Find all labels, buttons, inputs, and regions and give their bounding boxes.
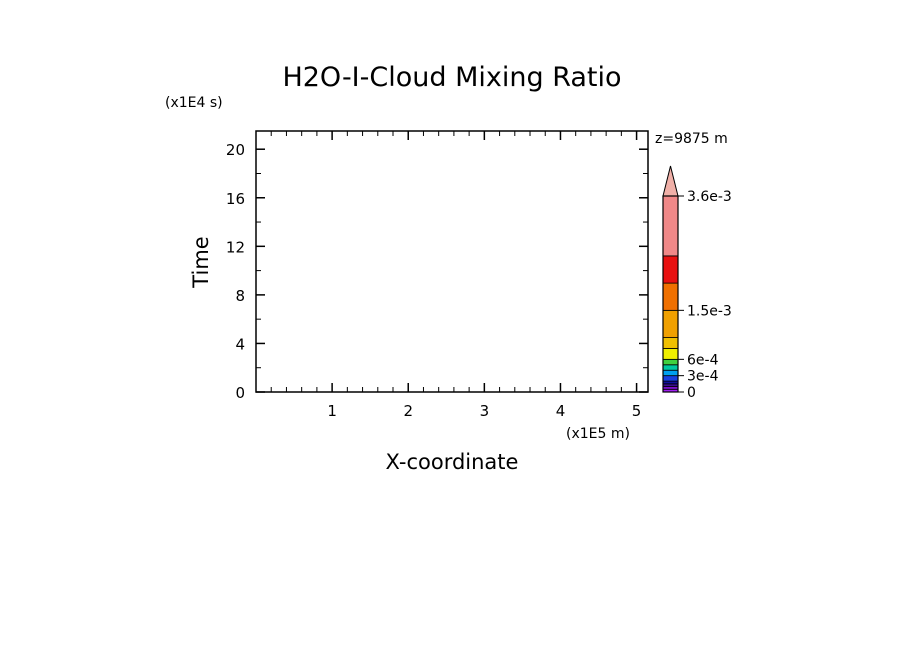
colorbar-band <box>662 282 679 311</box>
colorbar-tick-label: 3e-4 <box>687 369 719 385</box>
colorbar-band <box>662 364 679 371</box>
y-tick-label: 12 <box>226 238 245 256</box>
colorbar-band <box>662 386 679 390</box>
colorbar-tick-label: 1.5e-3 <box>687 303 732 319</box>
colorbar: 03e-46e-4 1.5e-3 3.6e-3 <box>662 165 732 401</box>
colorbar-tick-label: 3.6e-3 <box>687 189 732 205</box>
level-annotation: z=9875 m <box>655 131 728 147</box>
colorbar-tick-label: 0 <box>687 385 696 401</box>
colorbar-tick-label: 6e-4 <box>687 352 719 368</box>
y-tick-label: 20 <box>226 141 245 159</box>
x-tick-label: 2 <box>403 402 413 420</box>
colorbar-band <box>662 383 679 387</box>
y-axis-title: Time <box>189 236 213 288</box>
colorbar-band <box>662 358 679 366</box>
y-tick-label: 8 <box>235 287 245 305</box>
x-axis-ticks: 1 2 3 4 5 <box>270 131 642 420</box>
x-tick-label: 4 <box>556 402 566 420</box>
colorbar-band <box>662 375 679 382</box>
y-tick-label: 0 <box>235 384 245 402</box>
y-scale-label: (x1E4 s) <box>165 95 223 111</box>
y-axis-ticks: 0 4 8 12 16 20 <box>226 141 648 402</box>
plot-frame <box>255 130 649 393</box>
colorbar-band <box>662 309 679 338</box>
x-tick-label: 1 <box>327 402 337 420</box>
colorbar-band <box>662 195 679 257</box>
y-tick-label: 4 <box>235 335 245 353</box>
y-tick-label: 16 <box>226 190 245 208</box>
colorbar-frame <box>662 195 679 393</box>
colorbar-band <box>662 255 679 284</box>
chart-title: H2O-I-Cloud Mixing Ratio <box>282 62 621 93</box>
x-scale-label: (x1E5 m) <box>566 426 630 442</box>
x-axis-title: X-coordinate <box>386 450 519 474</box>
x-tick-label: 3 <box>480 402 490 420</box>
colorbar-band <box>662 348 679 360</box>
x-tick-label: 5 <box>632 402 642 420</box>
colorbar-band <box>662 337 679 349</box>
colorbar-band <box>662 369 679 377</box>
colorbar-band <box>662 380 679 385</box>
